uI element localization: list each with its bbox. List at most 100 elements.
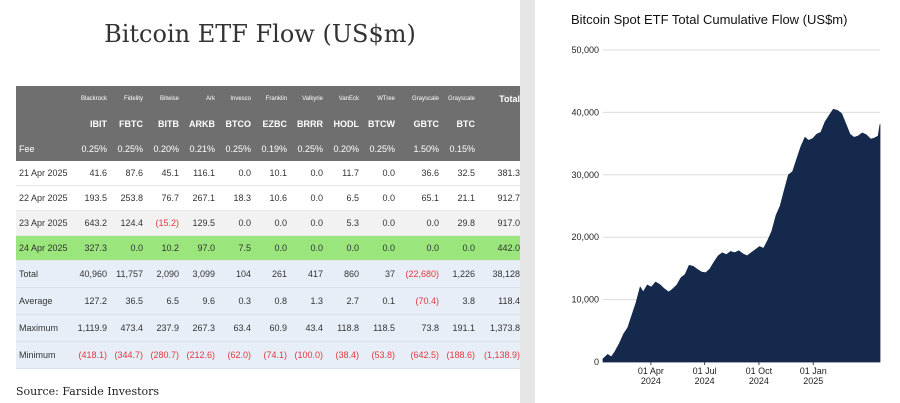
stat-value-cell: 2.7 (326, 287, 362, 315)
fee-row: Fee 0.25% 0.25% 0.20% 0.21% 0.25% 0.19% 0.25% 0.… (16, 136, 523, 161)
flow-value-cell: 0.0 (254, 210, 290, 236)
fee-cell: 0.25% (362, 136, 398, 161)
stat-value-cell: (212.6) (182, 341, 218, 369)
y-tick-label: 20,000 (571, 232, 599, 242)
date-label-cell: 21 Apr 2025 (16, 161, 74, 186)
issuer-header-row: Blackrock Fidelity Bitwise Ark Invesco Frankl… (16, 86, 523, 111)
flow-value-cell: 7.5 (218, 235, 254, 261)
stat-value-cell: 1,226 (442, 260, 478, 288)
issuer-header-cell: WTree (362, 86, 398, 111)
flow-value-cell: 65.1 (398, 185, 442, 211)
stat-value-cell: 43.4 (290, 314, 326, 342)
x-tick-label: 01 Jul (693, 366, 717, 376)
stat-label-cell: Total (16, 260, 74, 288)
fee-cell: 0.20% (146, 136, 182, 161)
flow-value-cell: 29.8 (442, 210, 478, 236)
ticker-total-blank-cell (478, 111, 523, 136)
flow-value-cell: 11.7 (326, 161, 362, 186)
flow-value-cell: 0.0 (442, 235, 478, 261)
stat-value-cell: (188.6) (442, 341, 478, 369)
stat-value-cell: (280.7) (146, 341, 182, 369)
stat-value-cell: 0.1 (362, 287, 398, 315)
stat-value-cell: 6.5 (146, 287, 182, 315)
stat-value-cell: 1.3 (290, 287, 326, 315)
date-row: 21 Apr 2025 41.6 87.6 45.1 116.1 0.0 10.1 0.0 11… (16, 161, 523, 186)
date-label-cell: 24 Apr 2025 (16, 235, 74, 261)
stat-value-cell: 9.6 (182, 287, 218, 315)
flow-value-cell: 21.1 (442, 185, 478, 211)
stat-value-cell: 0.8 (254, 287, 290, 315)
stat-value-cell: 73.8 (398, 314, 442, 342)
flow-value-cell: 0.0 (290, 210, 326, 236)
y-tick-label: 30,000 (571, 170, 599, 180)
flow-value-cell: 0.0 (362, 161, 398, 186)
flow-value-cell: 0.0 (398, 210, 442, 236)
fee-cell: 0.21% (182, 136, 218, 161)
flow-value-cell: 0.0 (290, 185, 326, 211)
flow-value-cell: 129.5 (182, 210, 218, 236)
stat-value-cell: (642.5) (398, 341, 442, 369)
stat-row-total: Total 40,960 11,757 2,090 3,099 104 261 417 860 3… (16, 260, 523, 288)
stat-value-cell: 63.4 (218, 314, 254, 342)
flow-value-cell: 116.1 (182, 161, 218, 186)
x-tick-year-label: 2024 (641, 376, 661, 386)
flow-value-cell: 41.6 (74, 161, 110, 186)
flow-value-cell: 327.3 (74, 235, 110, 261)
x-tick-label: 01 Jan (800, 366, 827, 376)
flow-value-cell: 381.3 (478, 161, 523, 186)
stat-value-cell: 38,128 (478, 260, 523, 288)
y-tick-label: 40,000 (571, 107, 599, 117)
issuer-header-cell: Blackrock (74, 86, 110, 111)
x-tick-year-label: 2025 (803, 376, 823, 386)
ticker-header-cell: BTCW (362, 111, 398, 136)
fee-cell: 0.25% (110, 136, 146, 161)
flow-value-cell: 253.8 (110, 185, 146, 211)
flow-value-cell: 0.0 (218, 161, 254, 186)
stat-label-cell: Maximum (16, 314, 74, 342)
stat-value-cell: 36.5 (110, 287, 146, 315)
flow-value-cell: 6.5 (326, 185, 362, 211)
stat-value-cell: 2,090 (146, 260, 182, 288)
flow-value-cell: 45.1 (146, 161, 182, 186)
stat-value-cell: (70.4) (398, 287, 442, 315)
flow-value-cell: 10.1 (254, 161, 290, 186)
header-corner-cell (16, 86, 74, 111)
stat-value-cell: 127.2 (74, 287, 110, 315)
stat-value-cell: 104 (218, 260, 254, 288)
flow-value-cell: 5.3 (326, 210, 362, 236)
x-tick-label: 01 Oct (746, 366, 773, 376)
ticker-header-cell: BITB (146, 111, 182, 136)
fee-cell: 0.25% (218, 136, 254, 161)
stat-value-cell: 3.8 (442, 287, 478, 315)
stat-value-cell: 417 (290, 260, 326, 288)
cumulative-flow-area (602, 108, 881, 363)
date-row: 23 Apr 2025 643.2 124.4 (15.2) 129.5 0.0 0.0 0.… (16, 210, 523, 236)
issuer-header-cell: Fidelity (110, 86, 146, 111)
fee-cell: 1.50% (398, 136, 442, 161)
stat-value-cell: 40,960 (74, 260, 110, 288)
etf-flow-table: Blackrock Fidelity Bitwise Ark Invesco Frankl… (16, 86, 523, 369)
fee-cell: 0.15% (442, 136, 478, 161)
y-tick-label: 50,000 (571, 45, 599, 55)
stat-value-cell: 191.1 (442, 314, 478, 342)
panel-divider (520, 0, 535, 403)
fee-cell: 0.25% (290, 136, 326, 161)
stat-value-cell: 118.5 (362, 314, 398, 342)
y-tick-label: 0 (594, 357, 599, 367)
flow-value-cell: 442.0 (478, 235, 523, 261)
stat-value-cell: 37 (362, 260, 398, 288)
issuer-header-cell: Grayscale (442, 86, 478, 111)
stat-row-average: Average 127.2 36.5 6.5 9.6 0.3 0.8 1.3 2.7 0.1 (70… (16, 287, 523, 315)
stat-label-cell: Minimum (16, 341, 74, 369)
y-tick-label: 10,000 (571, 295, 599, 305)
stat-value-cell: 3,099 (182, 260, 218, 288)
stat-value-cell: (418.1) (74, 341, 110, 369)
flow-value-cell: 97.0 (182, 235, 218, 261)
flow-value-cell: 0.0 (362, 235, 398, 261)
date-label-cell: 23 Apr 2025 (16, 210, 74, 236)
x-tick-year-label: 2024 (749, 376, 769, 386)
stat-value-cell: 118.8 (326, 314, 362, 342)
stat-value-cell: (22,680) (398, 260, 442, 288)
date-row: 22 Apr 2025 193.5 253.8 76.7 267.1 18.3 10.6 0.… (16, 185, 523, 211)
